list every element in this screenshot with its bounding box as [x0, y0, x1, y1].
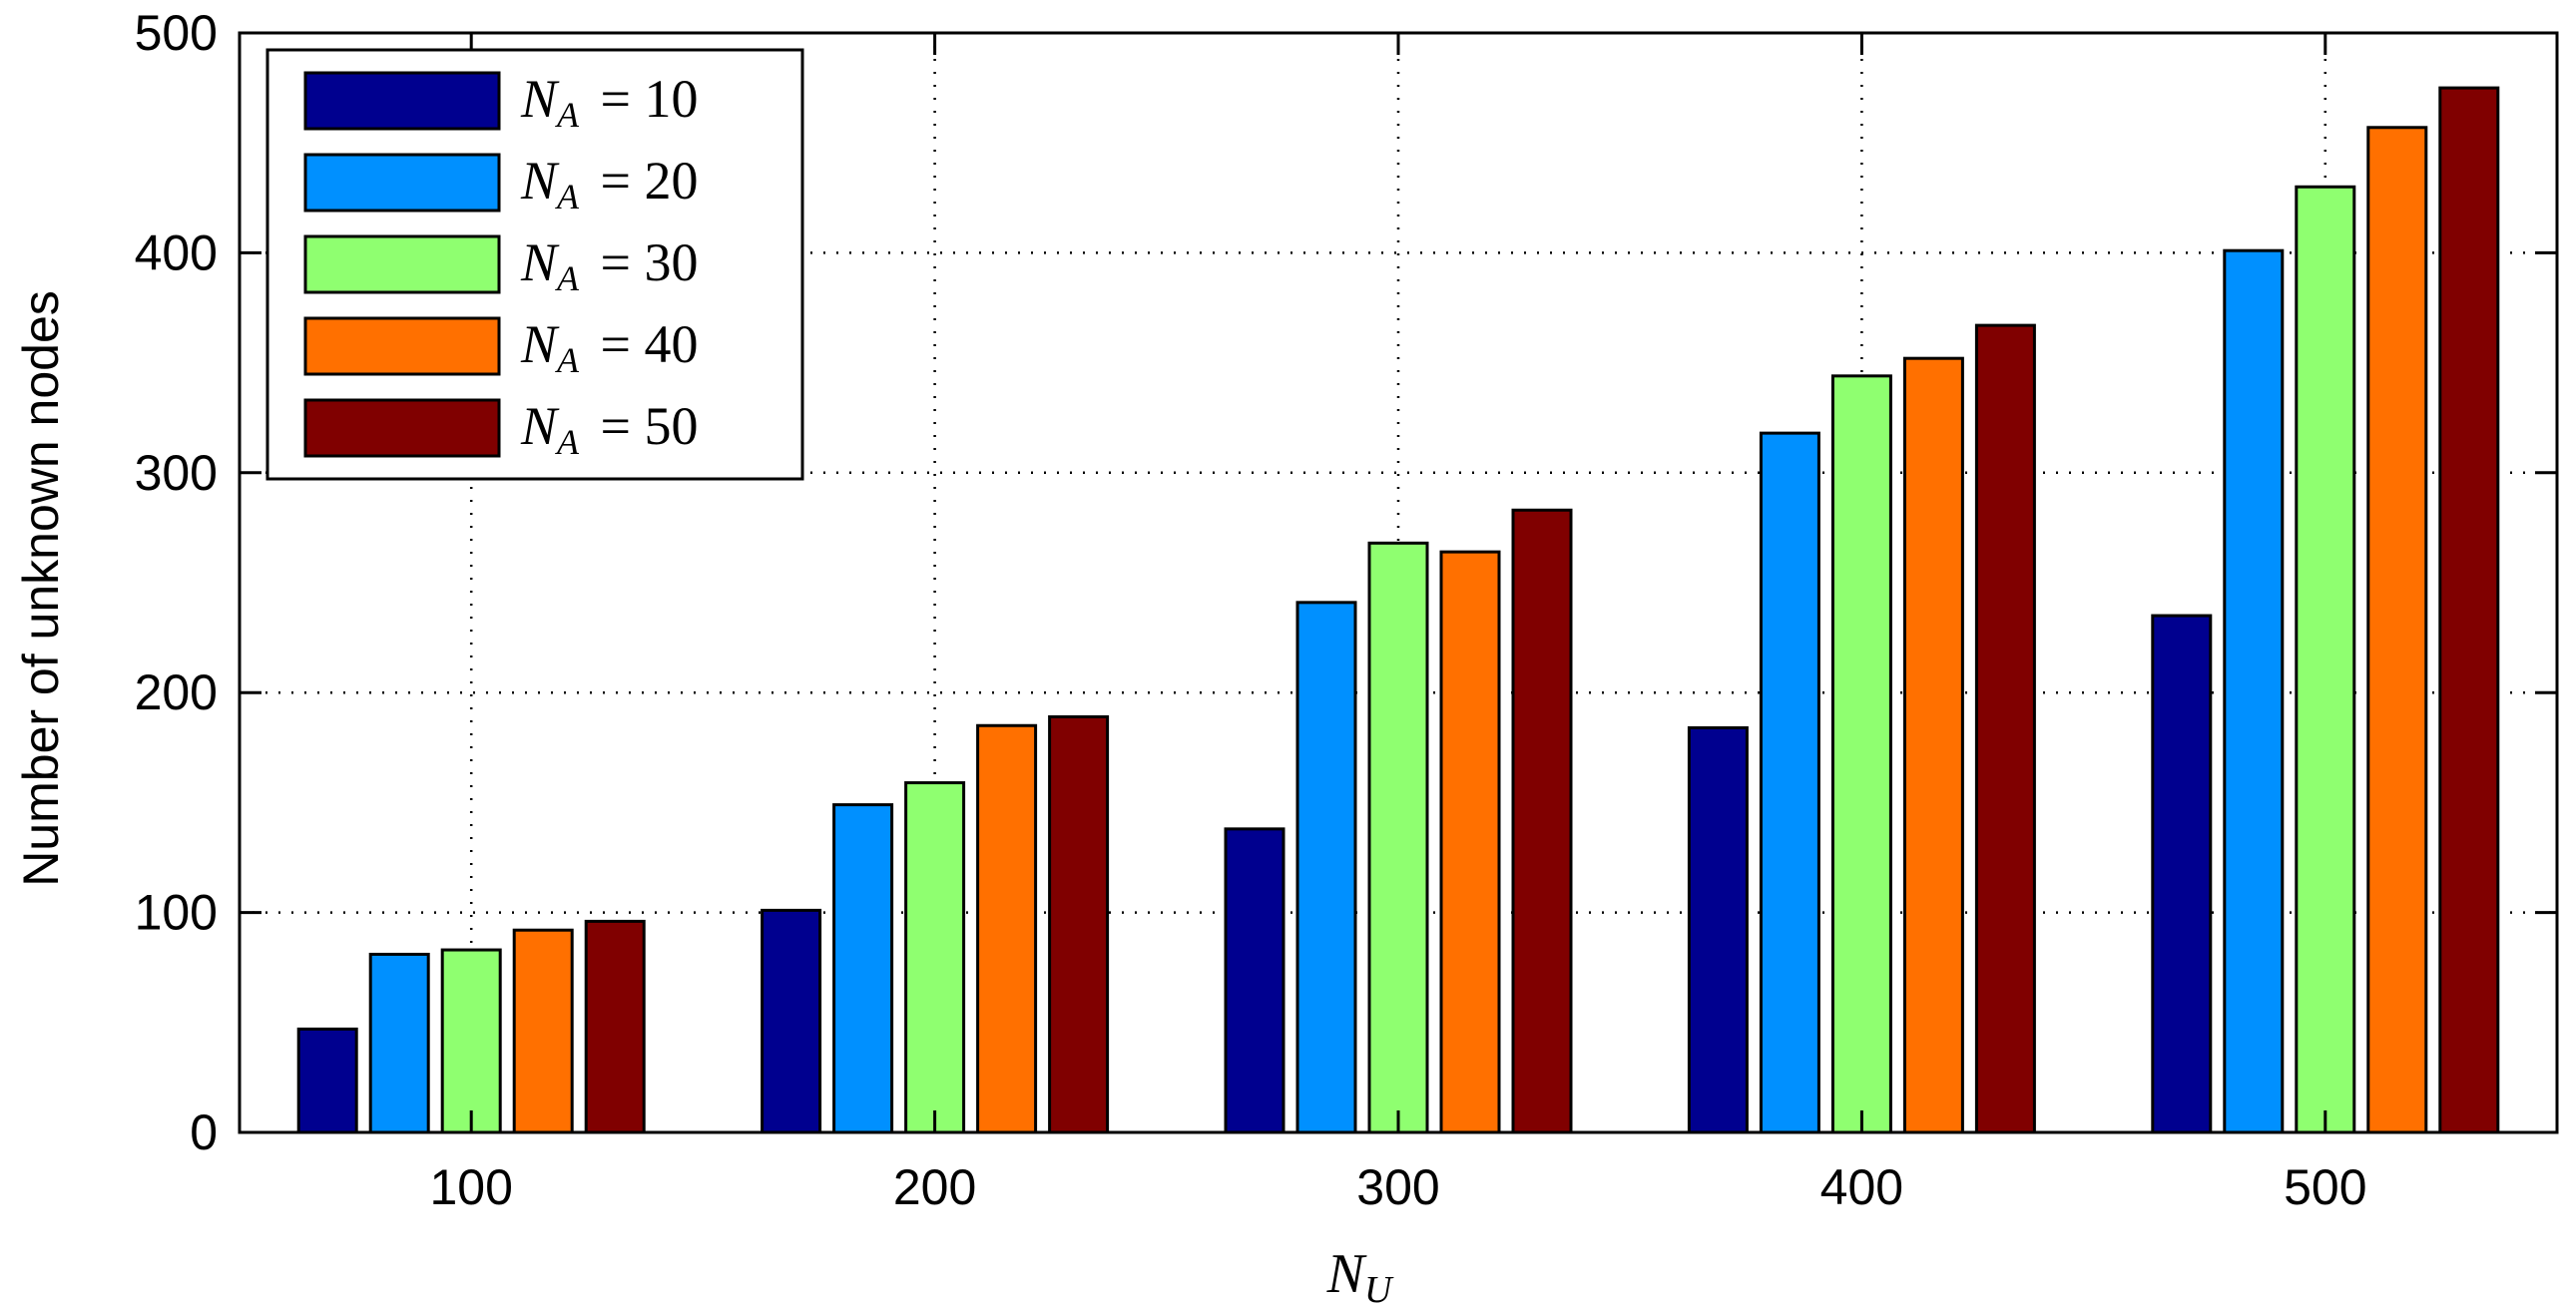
bar	[1367, 541, 1429, 1134]
x-tick-label: 300	[1356, 1159, 1439, 1215]
legend-swatch	[303, 398, 501, 458]
legend-swatch	[303, 234, 501, 294]
bar	[368, 952, 430, 1134]
bar	[1439, 550, 1501, 1134]
x-axis-label-subscript: U	[1364, 1269, 1394, 1307]
y-tick-label: 100	[135, 885, 218, 941]
legend-label: NA = 10	[520, 69, 699, 135]
y-tick-labels: 0 100 200 300 400 500	[135, 5, 218, 1160]
bar	[1295, 601, 1357, 1134]
plot-area-frame	[238, 31, 2559, 1134]
x-tick-labels: 100 200 300 400 500	[429, 1159, 2366, 1215]
y-tick-label: 200	[135, 664, 218, 720]
legend-label: NA = 40	[520, 314, 699, 380]
x-tick-label: 100	[429, 1159, 512, 1215]
x-tick-label: 500	[2284, 1159, 2366, 1215]
bar	[1224, 827, 1286, 1134]
bars	[296, 86, 2500, 1134]
legend-items: NA = 10 NA = 20 NA = 30 NA = 40 NA = 50	[303, 69, 699, 462]
legend: NA = 10 NA = 20 NA = 30 NA = 40 NA = 50	[265, 48, 804, 481]
bar	[512, 928, 574, 1134]
bar	[296, 1027, 358, 1134]
bar	[2295, 185, 2356, 1134]
bar	[2223, 248, 2285, 1134]
legend-swatch	[303, 71, 501, 131]
bar	[761, 908, 822, 1134]
bar	[440, 948, 502, 1134]
bar	[1511, 508, 1573, 1134]
legend-label: NA = 20	[520, 151, 699, 217]
y-tick-label: 500	[135, 5, 218, 61]
bar	[1759, 431, 1820, 1134]
y-tick-label: 0	[190, 1104, 218, 1160]
x-tick-label: 200	[893, 1159, 976, 1215]
legend-swatch	[303, 153, 501, 213]
bar	[1902, 356, 1964, 1134]
bar	[2438, 86, 2500, 1134]
legend-label: NA = 30	[520, 232, 699, 298]
bar	[1048, 714, 1110, 1134]
x-tick-label: 400	[1820, 1159, 1903, 1215]
y-tick-label: 400	[135, 224, 218, 280]
bar	[584, 919, 646, 1134]
bar	[1830, 374, 1892, 1134]
legend-label: NA = 50	[520, 396, 699, 462]
bar	[1974, 323, 2036, 1134]
bar	[1687, 725, 1749, 1134]
bar	[2151, 614, 2213, 1134]
bar	[904, 781, 966, 1134]
bar	[2366, 126, 2428, 1134]
legend-swatch	[303, 316, 501, 376]
bar	[976, 723, 1038, 1134]
x-axis-label-base: N	[1326, 1243, 1367, 1305]
x-axis-label: NU	[1326, 1243, 1394, 1307]
y-axis-label: Number of unknown nodes	[13, 290, 69, 887]
y-tick-label: 300	[135, 445, 218, 501]
bar	[832, 803, 894, 1134]
